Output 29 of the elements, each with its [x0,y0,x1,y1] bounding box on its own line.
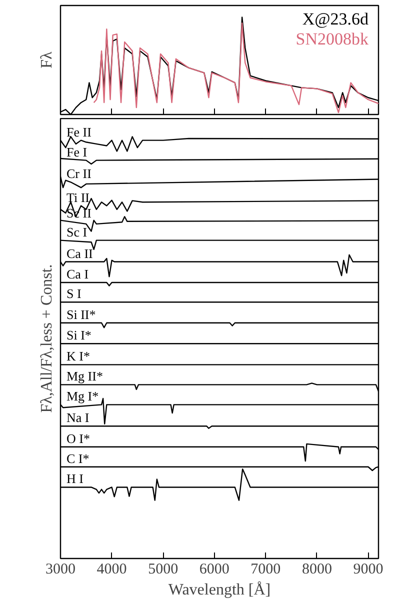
y-axis-title: Fλ,All/Fλ,less + Const. [38,264,56,413]
series-label: K I* [66,348,90,364]
series-label: Na I [66,410,90,426]
x-tick-label: 9000 [353,562,384,578]
series-label: Ca II [66,246,93,261]
series-label: Si II* [66,306,96,322]
x-axis-title: Wavelength [Å] [168,580,271,598]
series-label: H I [66,471,84,486]
x-tick-label: 6000 [199,562,230,578]
x-tick-label: 7000 [250,562,281,578]
x-tick-label: 4000 [96,562,127,578]
series-label: O I* [66,430,90,446]
series-label: Ca I [66,266,89,282]
x-tick-label: 3000 [46,562,76,578]
series-label: Cr II [66,166,92,182]
series-label: Mg II* [66,368,103,384]
x-tick-label: 8000 [302,562,332,578]
text: X@23.6d [302,10,369,28]
series-label: Fe I [66,144,88,160]
series-label: S I [66,286,82,302]
series-label: Si I* [66,328,92,343]
series-label: Ti II [66,190,90,205]
y-axis-title: Fλ [38,51,56,68]
series-label: C I* [66,450,90,466]
series-label: Mg I* [66,388,99,404]
x-tick-label: 5000 [148,562,178,578]
legend-label: Fe II [66,124,92,140]
series-label: Sc I [66,224,88,240]
text: SN2008bk [296,30,369,48]
